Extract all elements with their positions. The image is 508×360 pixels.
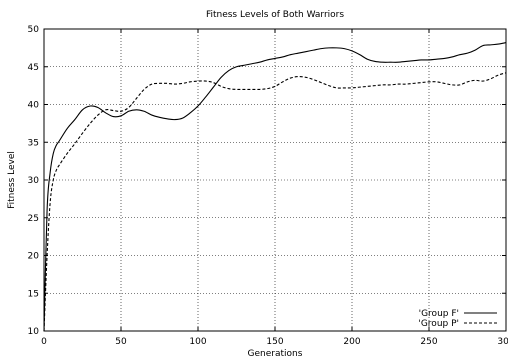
legend-label: 'Group F' [419,309,459,319]
y-tick-label: 35 [28,138,39,148]
y-tick-label: 15 [28,289,39,299]
x-tick-label: 300 [497,337,508,347]
y-tick-label: 45 [28,63,39,73]
y-tick-label: 50 [28,25,40,35]
grid [44,29,506,331]
series-line-group-p [43,72,507,332]
y-tick-label: 10 [28,327,40,337]
series-line-group-f [43,42,507,332]
x-tick-label: 0 [41,337,47,347]
series-group [43,42,507,332]
x-tick-label: 50 [115,337,127,347]
legend-label: 'Group P' [418,319,459,329]
y-tick-label: 30 [28,176,40,186]
y-tick-label: 25 [28,214,39,224]
x-tick-label: 250 [420,337,437,347]
y-tick-label: 40 [28,101,40,111]
x-tick-label: 100 [189,337,206,347]
x-tick-label: 200 [343,337,360,347]
chart-title: Fitness Levels of Both Warriors [206,10,344,20]
x-tick-label: 150 [266,337,283,347]
legend: 'Group F''Group P' [418,309,497,329]
axis-ticks: 0 50 100 150 200 250 300 10 15 20 25 30 35 40 45 50 [28,25,508,347]
y-axis-title: Fitness Level [7,151,17,209]
y-tick-label: 20 [28,252,40,262]
x-axis-title: Generations [248,349,303,359]
